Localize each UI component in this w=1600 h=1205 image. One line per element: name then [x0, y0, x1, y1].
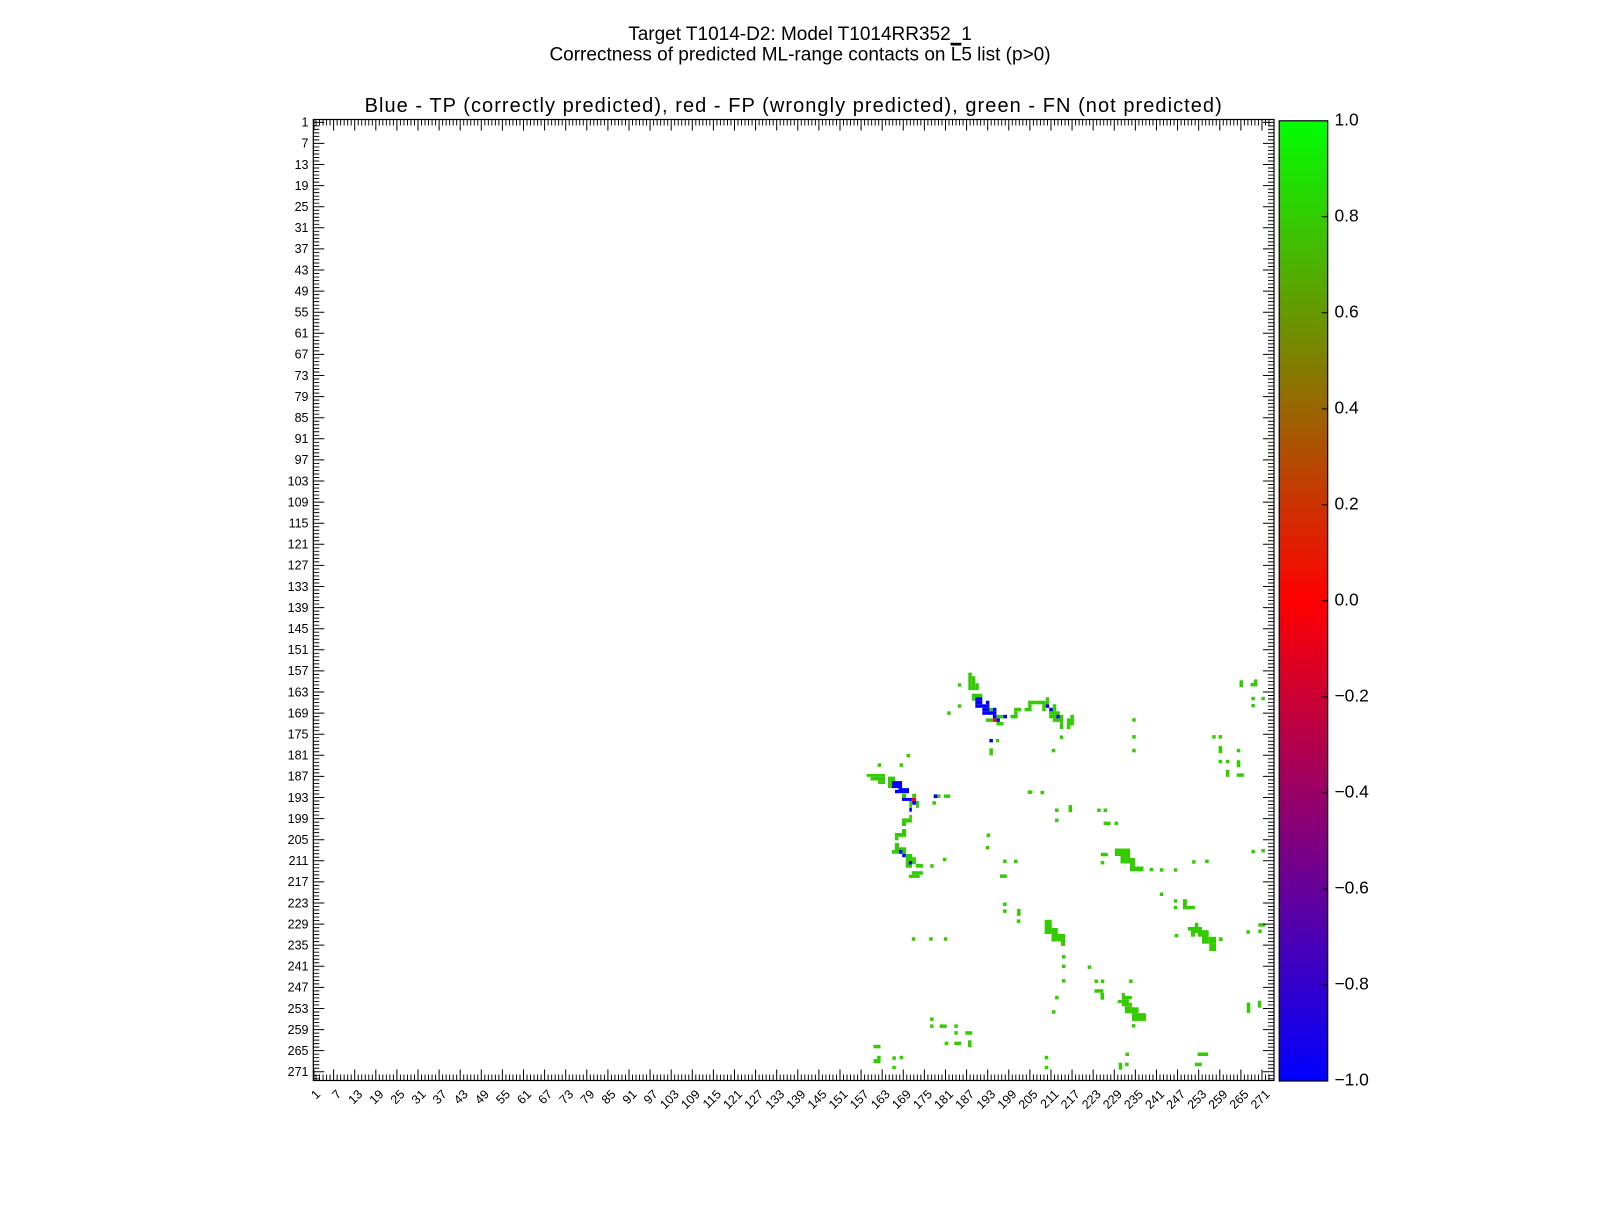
svg-text:115: 115	[289, 517, 309, 531]
svg-text:241: 241	[288, 960, 309, 974]
svg-text:73: 73	[295, 369, 309, 383]
svg-text:−1.0: −1.0	[1335, 1070, 1369, 1090]
svg-text:43: 43	[295, 263, 309, 277]
svg-text:109: 109	[288, 495, 309, 509]
svg-text:247: 247	[288, 981, 309, 995]
svg-text:85: 85	[295, 411, 309, 425]
svg-text:205: 205	[288, 833, 309, 847]
svg-text:0.0: 0.0	[1335, 590, 1359, 610]
svg-text:13: 13	[295, 158, 309, 172]
svg-text:Blue - TP (correctly predicted: Blue - TP (correctly predicted), red - F…	[365, 95, 1223, 117]
svg-text:97: 97	[295, 453, 309, 467]
svg-text:19: 19	[295, 179, 309, 193]
svg-text:0.2: 0.2	[1335, 494, 1359, 514]
svg-text:229: 229	[288, 917, 309, 931]
svg-text:67: 67	[295, 348, 309, 362]
svg-text:1: 1	[302, 116, 309, 130]
svg-text:Target T1014-D2: Model T1014RR: Target T1014-D2: Model T1014RR352_1	[628, 24, 972, 45]
svg-text:253: 253	[288, 1002, 309, 1016]
svg-text:−0.6: −0.6	[1335, 878, 1369, 898]
svg-text:193: 193	[288, 791, 309, 805]
svg-text:Correctness of predicted ML-ra: Correctness of predicted ML-range contac…	[549, 45, 1050, 66]
svg-text:265: 265	[288, 1044, 309, 1058]
svg-text:211: 211	[289, 854, 309, 868]
svg-text:181: 181	[288, 749, 309, 763]
svg-text:121: 121	[288, 538, 309, 552]
svg-text:55: 55	[295, 306, 309, 320]
svg-text:31: 31	[295, 221, 309, 235]
svg-text:37: 37	[295, 242, 309, 256]
svg-text:−0.4: −0.4	[1335, 782, 1370, 802]
svg-text:79: 79	[295, 390, 309, 404]
svg-text:271: 271	[288, 1065, 309, 1079]
svg-text:1.0: 1.0	[1335, 109, 1359, 129]
svg-text:235: 235	[288, 939, 309, 953]
svg-text:139: 139	[288, 601, 309, 615]
svg-text:169: 169	[288, 706, 309, 720]
svg-text:145: 145	[288, 622, 309, 636]
svg-text:151: 151	[288, 643, 309, 657]
svg-text:7: 7	[302, 137, 309, 151]
svg-text:127: 127	[288, 559, 309, 573]
svg-text:0.8: 0.8	[1335, 205, 1359, 225]
svg-text:−0.2: −0.2	[1335, 686, 1369, 706]
svg-text:−0.8: −0.8	[1335, 974, 1369, 994]
svg-text:103: 103	[288, 474, 309, 488]
svg-text:199: 199	[288, 812, 309, 826]
svg-text:187: 187	[288, 770, 309, 784]
svg-text:0.6: 0.6	[1335, 301, 1359, 321]
svg-text:223: 223	[288, 896, 309, 910]
svg-text:49: 49	[295, 284, 309, 298]
svg-text:25: 25	[295, 200, 309, 214]
svg-text:133: 133	[288, 580, 309, 594]
svg-text:259: 259	[288, 1023, 309, 1037]
svg-text:175: 175	[288, 728, 309, 742]
svg-text:0.4: 0.4	[1335, 398, 1360, 418]
svg-text:61: 61	[295, 327, 309, 341]
svg-text:157: 157	[288, 664, 309, 678]
svg-text:217: 217	[288, 875, 309, 889]
svg-text:163: 163	[288, 685, 309, 699]
svg-text:91: 91	[295, 432, 309, 446]
